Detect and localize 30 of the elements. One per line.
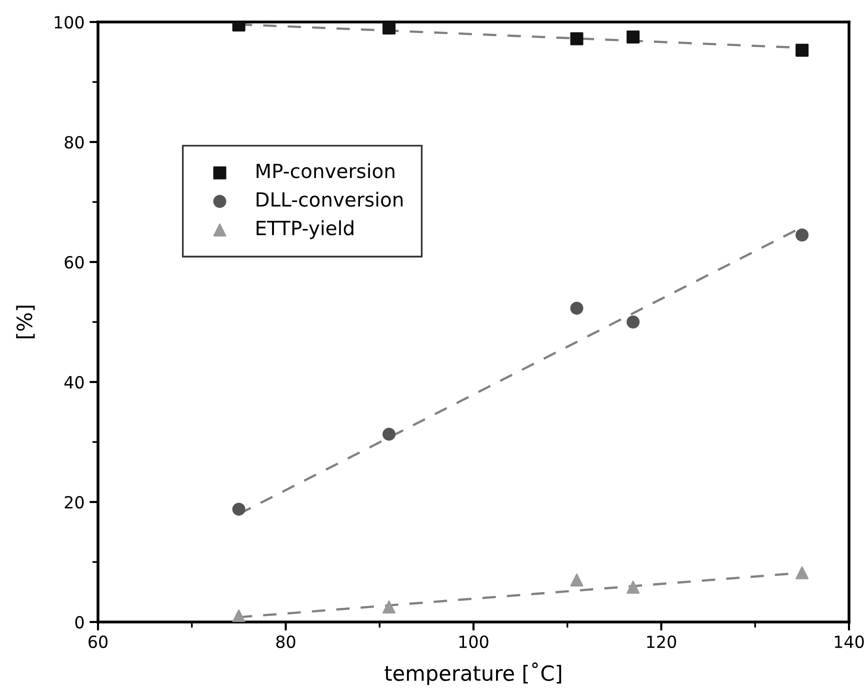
point <box>570 573 584 587</box>
point <box>626 315 640 329</box>
x-axis-title: temperature [˚C] <box>384 662 562 686</box>
legend-label: MP-conversion <box>256 163 394 178</box>
point <box>796 228 809 242</box>
point <box>796 44 809 57</box>
point <box>626 580 640 594</box>
y-axis-title: [%] <box>16 306 35 338</box>
point <box>570 302 584 315</box>
y-tick-label: 60 <box>64 256 84 269</box>
x-tick-label: 100 <box>459 635 488 648</box>
x-tick-label: 80 <box>276 635 296 648</box>
x-tick-label: 140 <box>834 635 864 648</box>
y-tick-label: 40 <box>64 376 84 389</box>
point <box>382 22 396 35</box>
x-tick-label: 120 <box>647 635 676 648</box>
y-tick-label: 0 <box>75 616 84 629</box>
point <box>232 502 246 516</box>
legend-label: ETTP-yield <box>256 220 354 240</box>
point <box>232 609 246 622</box>
y-tick-label: 100 <box>54 16 84 29</box>
point <box>796 566 809 580</box>
y-tick-label: 20 <box>64 496 84 509</box>
legend-label: DLL-conversion <box>256 192 403 207</box>
point <box>382 428 396 441</box>
y-tick-label: 80 <box>64 136 84 149</box>
x-tick-label: 60 <box>88 635 108 648</box>
point <box>626 30 640 44</box>
point <box>570 32 584 46</box>
point <box>382 600 396 614</box>
